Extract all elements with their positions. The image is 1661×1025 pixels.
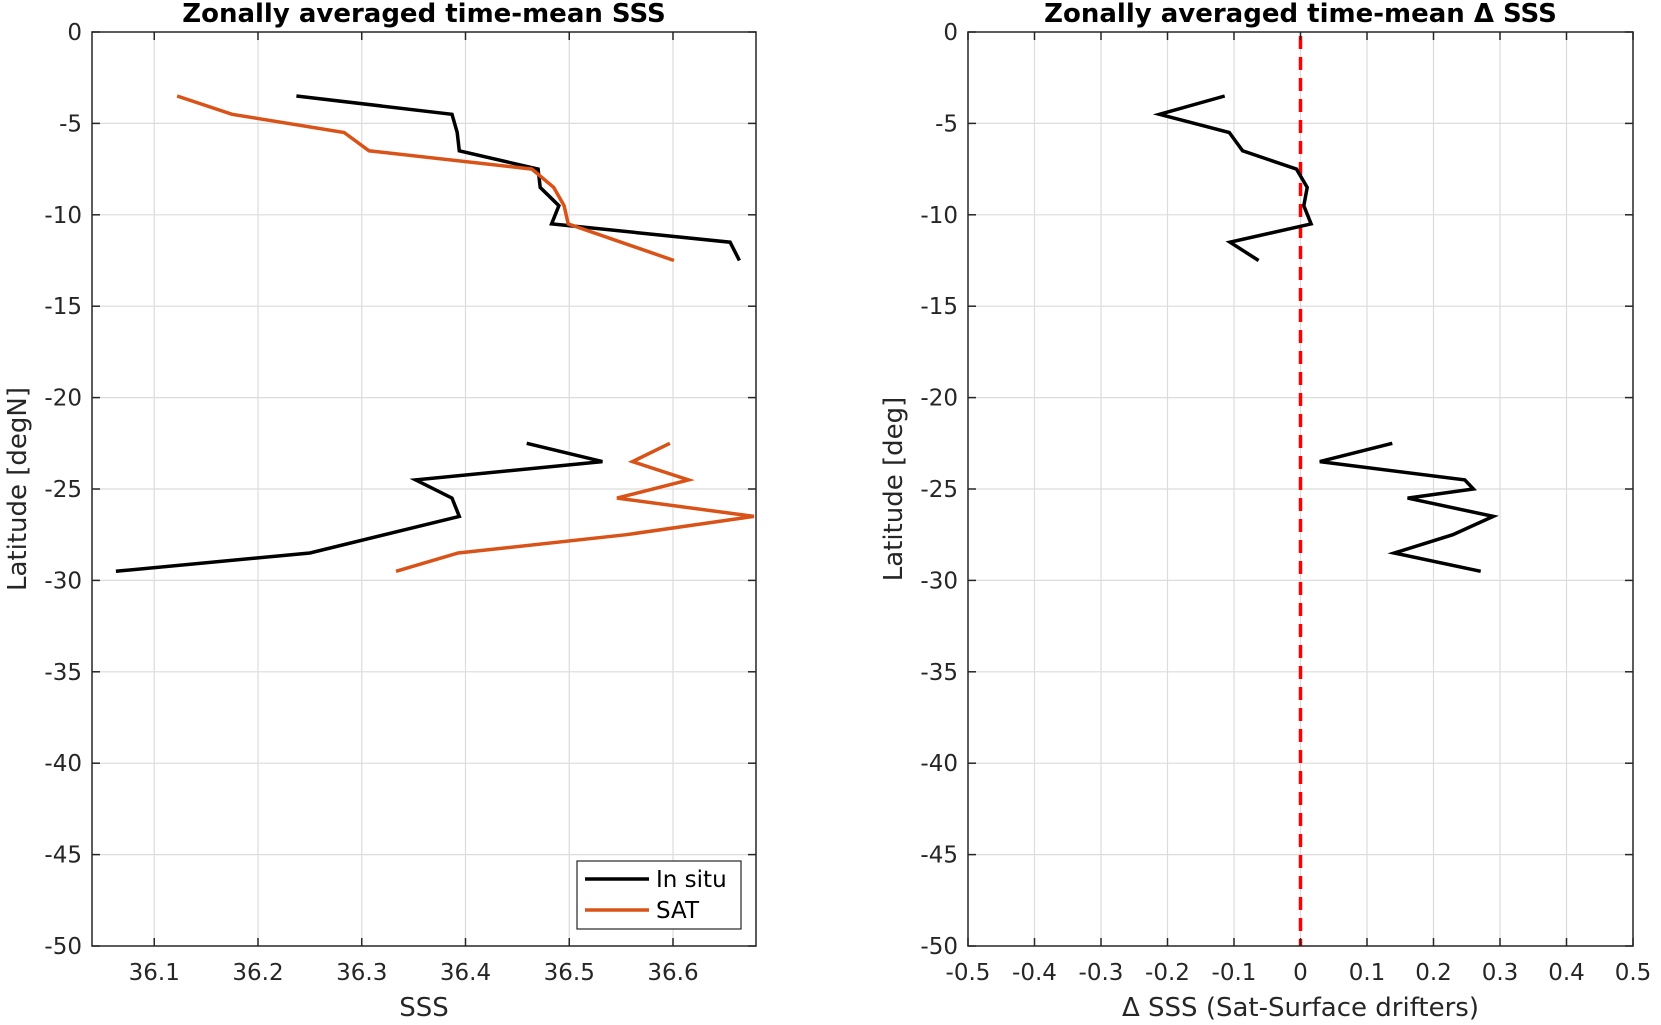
x-tick-label: -0.2 (1145, 960, 1190, 986)
y-tick-label: -20 (44, 386, 82, 412)
x-tick-label: -0.4 (1012, 960, 1057, 986)
y-tick-label: -25 (44, 477, 82, 503)
y-tick-label: -35 (920, 660, 958, 686)
legend-box (576, 860, 742, 930)
y-tick-label: -5 (59, 111, 82, 137)
sss-chart-legend: In situ SAT (576, 860, 742, 930)
sss-chart-grid (92, 32, 756, 946)
delta-sss-chart-title: Zonally averaged time-mean Δ SSS (1044, 0, 1557, 29)
x-tick-label: 0.5 (1615, 960, 1652, 986)
x-tick-label: 0.3 (1482, 960, 1519, 986)
x-tick-label: 36.4 (440, 960, 491, 986)
x-tick-label: 0.4 (1548, 960, 1585, 986)
x-tick-label: -0.3 (1079, 960, 1124, 986)
y-tick-label: -40 (920, 751, 958, 777)
y-tick-label: -50 (920, 934, 958, 960)
y-tick-label: -50 (44, 934, 82, 960)
delta-sss-chart-series (1152, 36, 1499, 946)
series-line (296, 94, 741, 262)
series-line (176, 94, 675, 263)
x-tick-label: 36.2 (232, 960, 283, 986)
x-tick-label: 36.5 (544, 960, 595, 986)
y-tick-label: -5 (935, 111, 958, 137)
delta-sss-chart-ylabel: Latitude [deg] (879, 397, 909, 582)
sss-chart-ylabel: Latitude [degN] (3, 387, 33, 591)
series-line (395, 441, 755, 573)
sss-chart-series (115, 94, 755, 574)
y-tick-label: -15 (44, 294, 82, 320)
y-tick-label: -35 (44, 660, 82, 686)
delta-sss-chart-xlabel: Δ SSS (Sat-Surface drifters) (1122, 993, 1479, 1023)
y-tick-label: -40 (44, 751, 82, 777)
x-tick-label: 0 (1293, 960, 1308, 986)
series-line (115, 441, 603, 574)
y-tick-label: -20 (920, 386, 958, 412)
sss-chart-ticks: 36.1 36.2 36.3 36.4 36.5 36.6 0 -5 -10 -15 -20 -25 -… (44, 20, 756, 986)
y-tick-label: -15 (920, 294, 958, 320)
sss-chart-title: Zonally averaged time-mean SSS (182, 0, 666, 29)
x-tick-label: 36.3 (336, 960, 387, 986)
delta-sss-chart: -0.5 -0.4 -0.3 -0.2 -0.1 0 0.1 0.2 0.3 0.4 0.5 0 -5 -… (879, 0, 1651, 1023)
y-tick-label: -30 (920, 568, 958, 594)
x-tick-label: -0.1 (1212, 960, 1257, 986)
x-tick-label: 36.6 (647, 960, 698, 986)
sss-chart: 36.1 36.2 36.3 36.4 36.5 36.6 0 -5 -10 -15 -20 -25 -… (3, 0, 757, 1023)
legend-label-sat: SAT (656, 898, 700, 924)
sss-chart-xlabel: SSS (399, 993, 449, 1023)
y-tick-label: -30 (44, 568, 82, 594)
y-tick-label: -10 (920, 203, 958, 229)
y-tick-label: -10 (44, 203, 82, 229)
x-tick-label: 0.1 (1349, 960, 1386, 986)
series-line (1152, 94, 1314, 262)
delta-sss-chart-ticks: -0.5 -0.4 -0.3 -0.2 -0.1 0 0.1 0.2 0.3 0.4 0.5 0 -5 -… (920, 20, 1651, 986)
series-line (1319, 441, 1499, 574)
delta-sss-chart-grid (968, 32, 1633, 946)
legend-label-in-situ: In situ (656, 867, 727, 893)
y-tick-label: 0 (943, 20, 958, 46)
y-tick-label: -45 (44, 843, 82, 869)
x-tick-label: -0.5 (946, 960, 991, 986)
x-tick-label: 36.1 (129, 960, 180, 986)
y-tick-label: -25 (920, 477, 958, 503)
y-tick-label: -45 (920, 843, 958, 869)
x-tick-label: 0.2 (1415, 960, 1452, 986)
y-tick-label: 0 (67, 20, 82, 46)
